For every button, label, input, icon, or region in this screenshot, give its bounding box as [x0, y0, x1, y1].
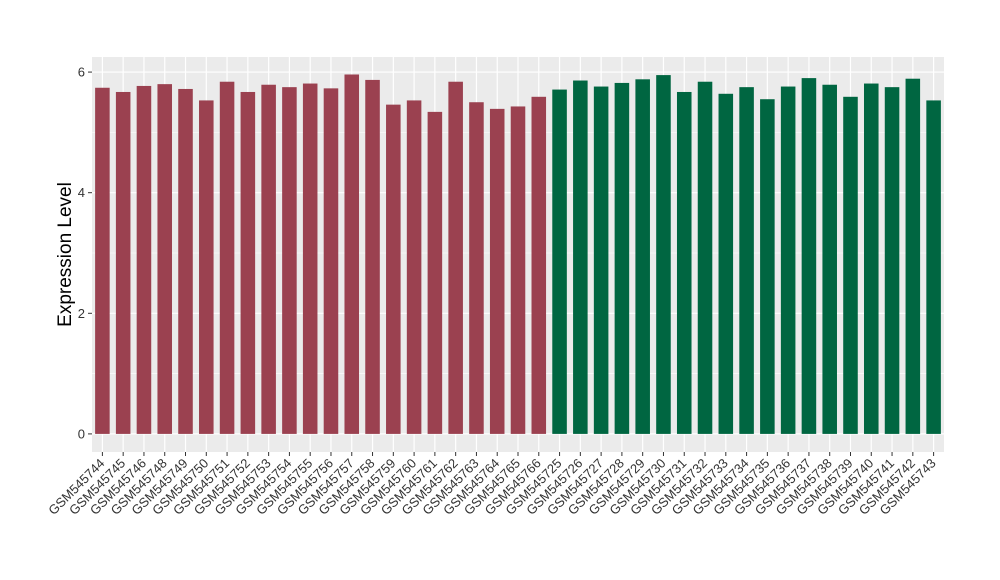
bar-GSM545726 [573, 80, 588, 434]
bar-GSM545750 [199, 100, 214, 434]
bar-GSM545732 [697, 81, 713, 434]
bar-GSM545742 [905, 78, 921, 434]
y-tick-label: 4 [78, 185, 85, 200]
bar-GSM545729 [635, 79, 650, 434]
bar-GSM545756 [323, 88, 339, 434]
bar-GSM545735 [760, 99, 775, 434]
bar-GSM545759 [386, 104, 401, 434]
bar-GSM545766 [531, 96, 547, 434]
bar-GSM545757 [344, 74, 360, 434]
bar-GSM545730 [656, 75, 671, 434]
bar-GSM545733 [718, 93, 734, 434]
bar-GSM545754 [282, 87, 297, 434]
bar-GSM545744 [95, 87, 110, 434]
bars [95, 74, 941, 434]
x-axis: GSM545744GSM545745GSM545746GSM545748GSM5… [45, 452, 939, 518]
y-tick-label: 2 [78, 306, 85, 321]
y-axis-title: Expression Level [55, 182, 76, 327]
bar-GSM545758 [365, 79, 380, 434]
bar-GSM545739 [843, 96, 858, 434]
y-tick-label: 0 [78, 426, 85, 441]
bar-GSM545760 [406, 100, 422, 434]
bar-GSM545738 [822, 84, 837, 434]
bar-GSM545763 [469, 102, 484, 434]
bar-GSM545762 [448, 81, 463, 434]
bar-GSM545749 [178, 88, 193, 434]
bar-GSM545765 [510, 106, 526, 434]
bar-GSM545736 [780, 86, 796, 434]
bar-GSM545741 [884, 87, 900, 434]
bar-GSM545755 [302, 83, 318, 434]
bar-GSM545737 [801, 78, 817, 434]
bar-GSM545752 [240, 91, 256, 434]
bar-GSM545764 [489, 108, 505, 434]
y-axis: 0 2 4 6 [78, 65, 92, 441]
bar-GSM545740 [863, 83, 879, 434]
bar-GSM545727 [593, 86, 609, 434]
bar-GSM545751 [219, 81, 235, 434]
bar-GSM545746 [136, 85, 152, 434]
bar-GSM545761 [427, 111, 443, 434]
bar-GSM545745 [115, 91, 131, 434]
bar-GSM545753 [261, 84, 276, 434]
bar-GSM545743 [926, 100, 941, 434]
bar-GSM545734 [739, 87, 754, 434]
bar-GSM545748 [157, 84, 173, 434]
y-tick-label: 6 [78, 65, 85, 80]
bar-GSM545725 [552, 89, 567, 434]
bar-GSM545731 [676, 91, 692, 434]
bar-GSM545728 [614, 82, 630, 434]
